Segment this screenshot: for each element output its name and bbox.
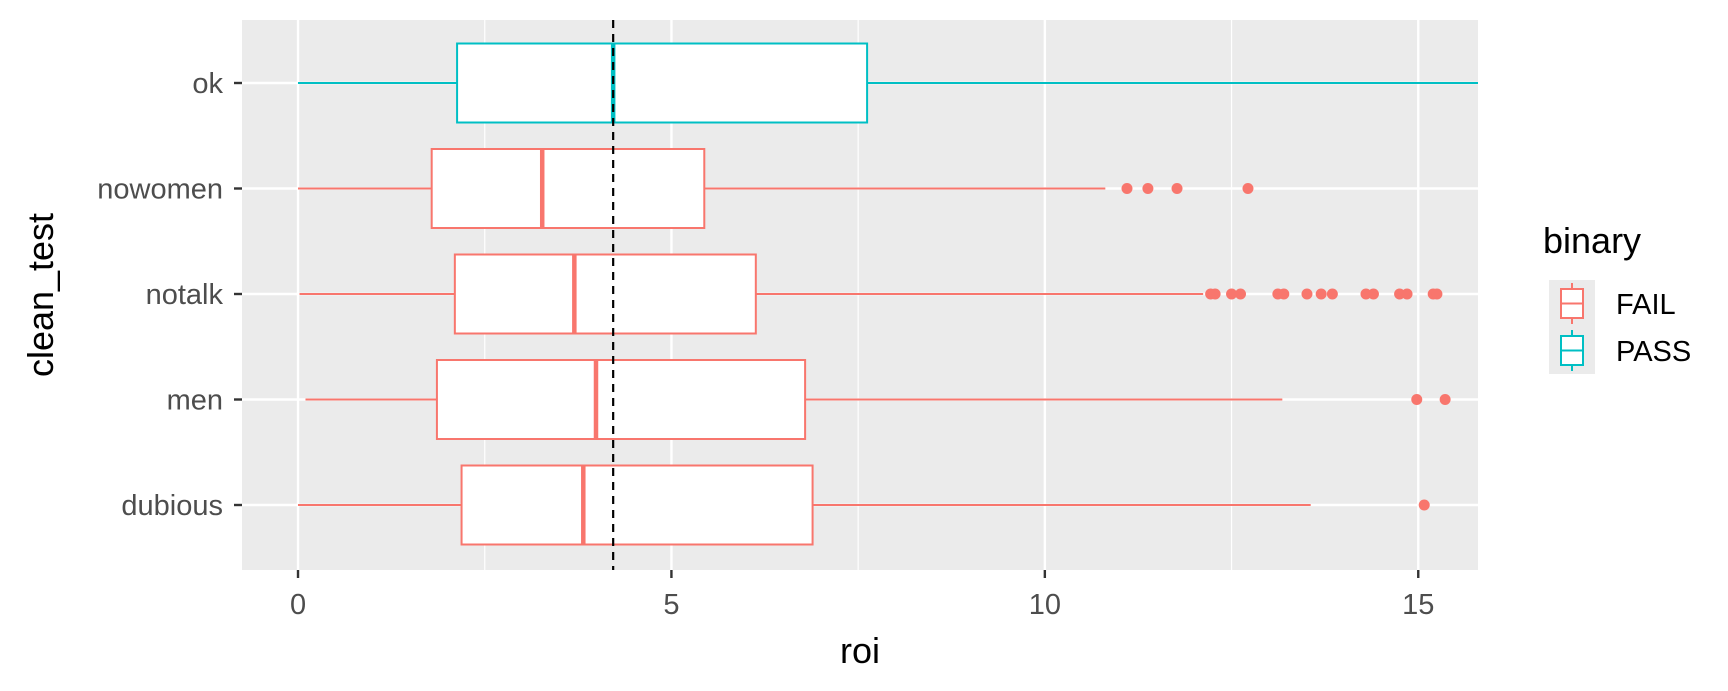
box-iqr (460, 464, 814, 546)
box-dubious (298, 464, 1430, 546)
outlier-point (1235, 288, 1247, 300)
y-tick-label: men (167, 385, 223, 417)
outlier-point (1142, 183, 1154, 194)
box-iqr (453, 253, 757, 335)
x-axis: 0 5 10 15 (290, 570, 1434, 621)
outlier-point (1367, 288, 1379, 300)
outlier-point (1209, 288, 1221, 300)
outlier-point (1431, 288, 1443, 300)
x-tick-label: 5 (663, 589, 679, 621)
box-notalk (299, 253, 1443, 335)
outlier-point (1315, 288, 1327, 300)
y-axis-title: clean_test (20, 213, 61, 377)
legend: binary FAIL PASS (1543, 220, 1691, 374)
y-tick-label: ok (192, 68, 223, 100)
box-nowomen (298, 148, 1254, 229)
y-tick-label: dubious (121, 490, 223, 522)
legend-label: PASS (1616, 336, 1691, 368)
outlier-point (1301, 288, 1313, 300)
outlier-point (1439, 394, 1451, 405)
outlier-point (1171, 183, 1183, 194)
x-tick-label: 15 (1402, 589, 1434, 621)
outlier-point (1242, 183, 1254, 194)
legend-key-pass (1549, 327, 1595, 374)
outlier-point (1411, 394, 1423, 405)
outlier-point (1226, 288, 1238, 300)
outlier-point (1278, 288, 1290, 300)
boxes (298, 42, 1478, 546)
x-tick-label: 10 (1029, 589, 1061, 621)
outlier-point (1326, 288, 1338, 300)
legend-key-fail (1549, 280, 1595, 327)
legend-title: binary (1543, 220, 1641, 261)
outlier-point (1401, 288, 1413, 300)
outlier-point (1418, 499, 1430, 511)
box-iqr (456, 42, 869, 124)
x-axis-title: roi (840, 630, 880, 671)
x-tick-label: 0 (290, 589, 306, 621)
y-tick-label: nowomen (97, 174, 223, 206)
box-iqr (435, 359, 807, 440)
outlier-point (1121, 183, 1133, 194)
box-men (305, 359, 1451, 440)
y-tick-label: notalk (146, 279, 224, 311)
box-iqr (430, 148, 706, 229)
y-axis: ok nowomen notalk men dubious (97, 68, 242, 522)
legend-label: FAIL (1616, 289, 1676, 321)
